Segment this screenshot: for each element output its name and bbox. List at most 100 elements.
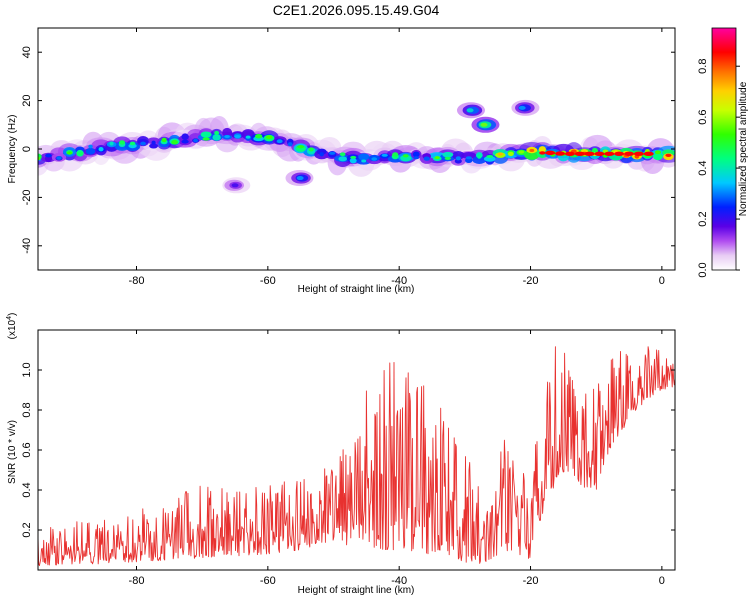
snr-series-line [38, 346, 675, 567]
spectrogram-cell [245, 135, 251, 139]
spectrogram-cell [434, 156, 440, 160]
colorbar-frame [711, 27, 737, 271]
spectrogram-cell [234, 135, 241, 139]
spectrogram-cell [88, 144, 93, 149]
spectrogram-cell [423, 156, 430, 161]
spectrogram-cell [308, 147, 314, 152]
spectrogram-cell [161, 137, 167, 143]
spectrogram-cell [119, 140, 126, 145]
snr-y-tick-label: 0.8 [21, 402, 33, 417]
spectrogram-peak [614, 151, 625, 157]
spectrogram-x-axis: -80 -60 -40 -20 0 [129, 28, 665, 287]
spectrogram-cell [316, 148, 327, 155]
spectrogram-blob [518, 105, 526, 110]
snr-y-axis: 0.2 0.4 0.6 0.8 1.0 [21, 362, 675, 538]
spectrogram-peak [545, 150, 556, 156]
spectrogram-x-tick-label: -20 [523, 275, 539, 287]
spectrogram-y-label: Frequency (Hz) [7, 115, 18, 184]
spectrogram-cell [265, 135, 273, 140]
spectrogram-cell [381, 153, 388, 157]
spectrogram-cell [452, 151, 465, 160]
spectrogram-cell [400, 154, 412, 162]
spectrogram-cell [465, 156, 472, 160]
snr-panel: -80 -60 -40 -20 0 0.2 0.4 0.6 0.8 1.0 Height of … [6, 313, 676, 596]
spectrogram-x-label: Height of straight line (km) [298, 284, 415, 295]
spectrogram-cell [56, 156, 62, 160]
spectrogram-cell [297, 145, 305, 149]
spectrogram-cell [455, 156, 461, 161]
snr-frame [37, 329, 676, 571]
spectrogram-peak [564, 151, 575, 157]
spectrogram-cell [319, 152, 324, 157]
spectrogram-cell [254, 133, 263, 139]
spectrogram-cell [329, 151, 336, 155]
spectrogram-peak [594, 151, 605, 157]
spectrogram-cell [349, 157, 357, 164]
spectrogram-cell [454, 158, 462, 164]
spectrogram-cell [212, 134, 221, 141]
spectrogram-cell [181, 133, 189, 140]
snr-scale-note: (x104) [6, 313, 18, 340]
spectrogram-cell [109, 141, 114, 146]
snr-x-axis: -80 -60 -40 -20 0 [129, 330, 665, 587]
snr-x-label: Height of straight line (km) [298, 585, 415, 596]
spectrogram-blob [296, 176, 304, 181]
snr-y-tick-label: 0.4 [21, 482, 33, 497]
spectrogram-cell [392, 152, 399, 157]
colorbar-tick-label: 0.8 [697, 59, 709, 74]
colorbar-tick-label: 0.6 [697, 110, 709, 125]
spectrogram-cell [497, 152, 504, 156]
spectrogram-blob [231, 183, 239, 188]
spectrogram-y-tick-label: 40 [21, 46, 33, 58]
spectrogram-peak [555, 151, 566, 156]
snr-y-label: SNR (10 * v/v) [7, 420, 18, 484]
spectrogram-cell [45, 153, 52, 158]
spectrogram-cell [338, 156, 347, 162]
spectrogram-cell [98, 146, 104, 152]
spectrogram-cell [483, 156, 496, 162]
spectrogram-cell [214, 130, 220, 136]
spectrogram-cell [653, 153, 663, 161]
colorbar: 0.0 0.2 0.4 0.6 0.8 Normalized spectral ampl… [697, 27, 749, 278]
spectrogram-x-tick-label: -60 [260, 275, 276, 287]
spectrogram-image [38, 99, 675, 194]
spectrogram-cell [477, 154, 482, 159]
spectrogram-cell [461, 151, 477, 159]
spectrogram-cell [137, 139, 149, 145]
spectrogram-cell [412, 151, 420, 158]
snr-x-tick-label: -80 [129, 575, 145, 587]
snr-x-tick-label: -60 [260, 575, 276, 587]
spectrogram-cell [350, 155, 357, 159]
snr-x-tick-label: 0 [659, 575, 665, 587]
colorbar-tick-label: 0.0 [697, 262, 709, 277]
spectrogram-peak [604, 151, 615, 157]
spectrogram-cell [85, 147, 96, 155]
spectrogram-cell [444, 156, 451, 160]
spectrogram-y-tick-label: -40 [21, 238, 33, 254]
spectrogram-cell [171, 139, 178, 145]
spectrogram-cell [529, 148, 535, 153]
spectrogram-x-tick-label: -80 [129, 275, 145, 287]
spectrogram-y-axis: -40 -20 0 20 40 [21, 46, 675, 254]
colorbar-label: Normalized spectral amplitude [738, 81, 749, 216]
spectrogram-cell [654, 150, 662, 155]
spectrogram-cell [358, 153, 370, 161]
spectrogram-cell [518, 150, 525, 154]
spectrogram-x-tick-label: -40 [391, 275, 407, 287]
colorbar-axis: 0.0 0.2 0.4 0.6 0.8 [697, 59, 740, 278]
spectrogram-cell [486, 154, 494, 158]
spectrogram-cell [539, 151, 546, 155]
spectrogram-cell [339, 152, 346, 157]
spectrogram-cell [361, 159, 367, 163]
colorbar-gradient [712, 28, 736, 270]
spectrogram-cell [507, 151, 514, 157]
spectrogram-cell [76, 151, 84, 156]
spectrogram-peak [584, 151, 595, 157]
spectrogram-y-tick-label: 0 [21, 146, 33, 152]
spectrogram-panel: -80 -60 -40 -20 0 -40 -20 0 20 40 Height of stra… [7, 27, 676, 295]
spectrogram-cell [472, 155, 487, 164]
spectrogram-peak [633, 151, 644, 157]
spectrogram-y-tick-label: -20 [21, 189, 33, 205]
spectrogram-cell [200, 131, 212, 138]
